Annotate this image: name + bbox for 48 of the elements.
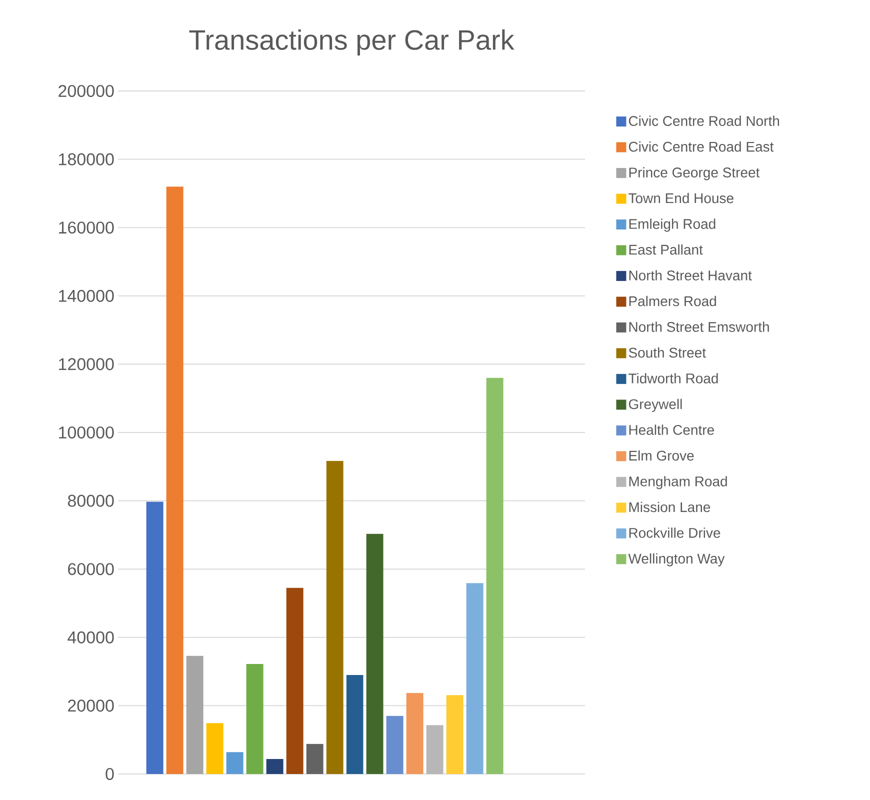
bar (206, 723, 224, 774)
legend-label: Mission Lane (629, 502, 710, 512)
legend-label: Health Centre (629, 424, 714, 435)
y-tick-label: 60000 (68, 563, 114, 576)
bar (146, 502, 164, 774)
legend-label: Prince George Street (629, 167, 760, 180)
legend-label: Greywell (628, 398, 682, 412)
bar (166, 186, 184, 774)
bar (346, 674, 364, 774)
legend-label: East Pallant (629, 244, 703, 255)
bar (326, 460, 344, 774)
y-tick-label: 100000 (59, 426, 114, 439)
y-tick-label: 200000 (58, 84, 114, 98)
y-tick-label: 140000 (59, 290, 114, 302)
bar (406, 693, 424, 774)
legend-label: Tidworth Road (628, 373, 718, 384)
bar (286, 588, 304, 774)
legend-label: Palmers Road (629, 296, 716, 306)
y-tick-label: 0 (106, 768, 114, 780)
legend-label: Civic Centre Road North (628, 116, 780, 126)
bar (486, 378, 504, 774)
bar (266, 758, 284, 774)
legend-label: Emleigh Road (629, 218, 716, 232)
y-tick-label: 80000 (68, 494, 114, 507)
bar (186, 656, 204, 774)
bar (466, 583, 484, 774)
bar (246, 664, 264, 774)
bar (366, 534, 384, 774)
y-tick-label: 160000 (59, 222, 114, 234)
legend-label: Elm Grove (629, 450, 694, 461)
bar (306, 744, 324, 774)
chart-title: Transactions per Car Park (189, 29, 514, 56)
legend-label: Civic Centre Road East (628, 141, 774, 152)
y-tick-label: 20000 (68, 700, 114, 712)
bar (426, 725, 444, 774)
y-tick-label: 120000 (59, 358, 114, 370)
legend-label: Rockville Drive (629, 528, 720, 538)
bar (446, 695, 464, 774)
legend-label: North Street Emsworth (629, 322, 769, 332)
bar (226, 752, 244, 774)
legend-label: Town End House (628, 192, 734, 204)
legend-label: Wellington Way (628, 553, 725, 566)
legend-label: North Street Havant (629, 270, 752, 280)
legend-label: Mengham Road (629, 476, 727, 490)
legend-label: South Street (628, 347, 706, 358)
y-tick-label: 180000 (59, 153, 114, 166)
bar (386, 716, 404, 774)
y-tick-label: 40000 (68, 631, 114, 644)
